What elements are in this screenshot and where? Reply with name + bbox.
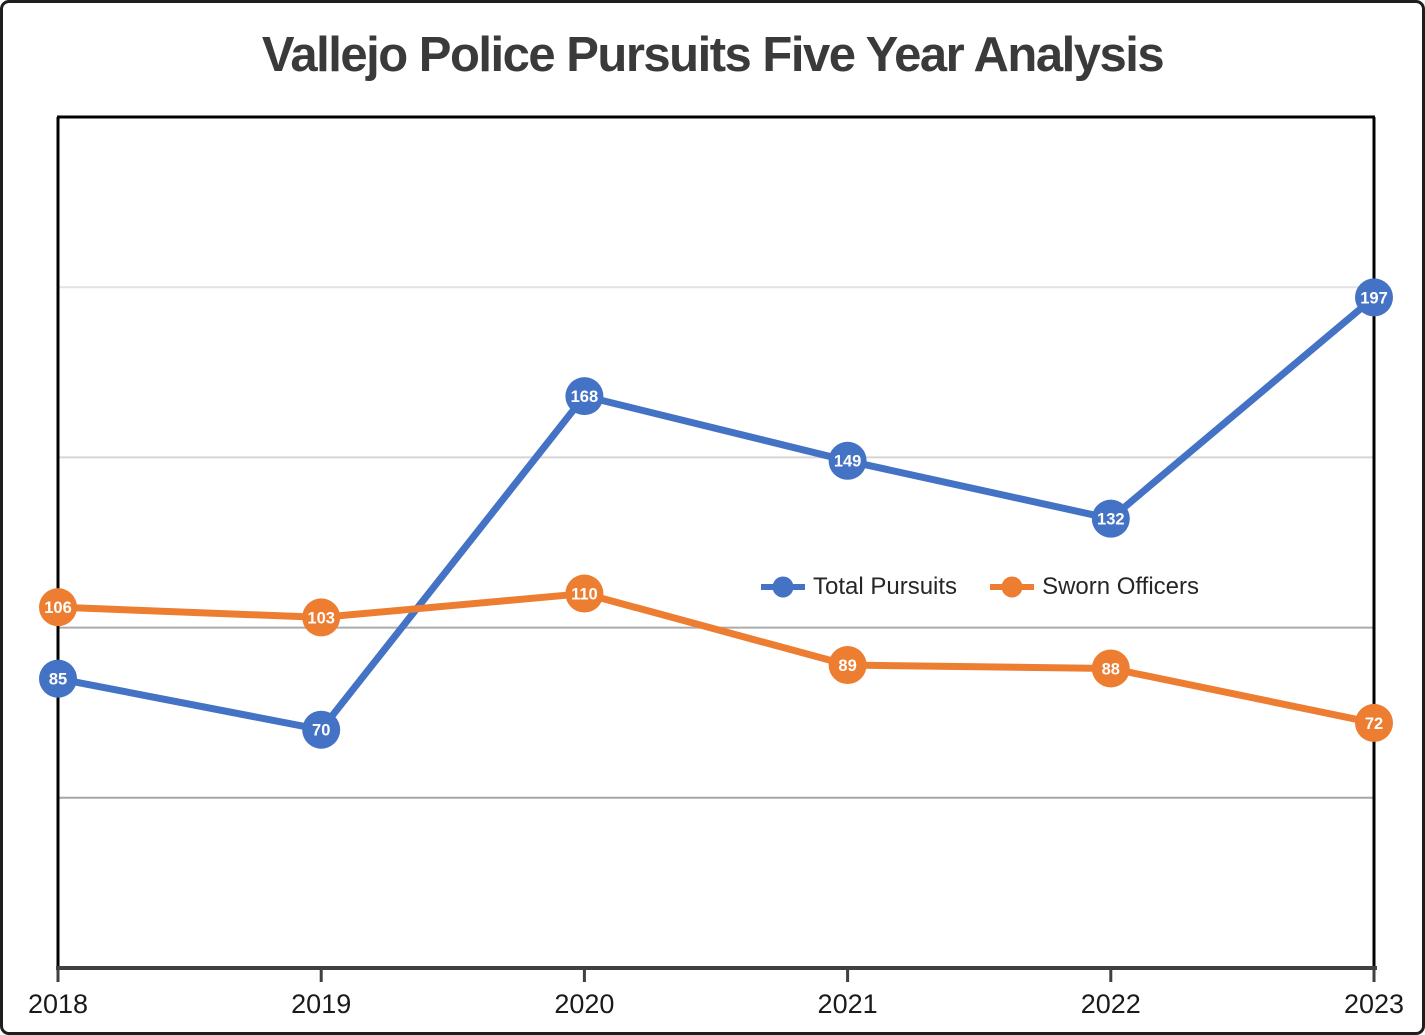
data-point-marker-1-2018 xyxy=(39,588,77,627)
data-point-marker-1-2020 xyxy=(565,574,604,613)
line-chart-canvas: 2018 2019 2020 2021 2022 2023 85 70 168 149 132 197… xyxy=(28,115,1404,1019)
data-point-label-0-2021: 149 xyxy=(834,453,862,471)
x-axis-label-2023: 2023 xyxy=(1344,989,1404,1019)
data-point-marker-0-2021 xyxy=(828,441,867,480)
data-point-label-1-2018: 106 xyxy=(44,599,72,617)
x-axis-label-2021: 2021 xyxy=(818,989,878,1019)
data-point-label-0-2022: 132 xyxy=(1097,511,1125,529)
data-point-marker-1-2022 xyxy=(1091,649,1130,688)
data-point-marker-0-2019 xyxy=(302,710,341,749)
x-axis-label-2018: 2018 xyxy=(28,989,88,1019)
legend-label-sworn-officers: Sworn Officers xyxy=(1042,573,1199,600)
data-point-label-0-2018: 85 xyxy=(49,671,67,689)
data-point-marker-0-2020 xyxy=(565,377,604,416)
data-point-marker-0-2023 xyxy=(1355,278,1393,317)
legend-label-total-pursuits: Total Pursuits xyxy=(813,573,958,600)
data-point-marker-1-2021 xyxy=(828,646,867,685)
data-point-label-1-2019: 103 xyxy=(307,609,335,627)
data-point-label-0-2019: 70 xyxy=(312,722,330,740)
series-line-0 xyxy=(54,293,1378,734)
legend-item-total-pursuits: Total Pursuits xyxy=(760,573,957,602)
chart-legend: Total Pursuits Sworn Officers xyxy=(760,573,1199,602)
data-point-marker-1-2023 xyxy=(1355,703,1393,742)
data-point-label-1-2023: 72 xyxy=(1365,715,1383,733)
data-point-label-1-2021: 89 xyxy=(838,657,856,675)
data-point-label-0-2023: 197 xyxy=(1360,289,1388,307)
data-point-marker-1-2019 xyxy=(302,598,341,637)
data-point-label-1-2020: 110 xyxy=(571,586,598,604)
x-axis-label-2022: 2022 xyxy=(1081,989,1141,1019)
data-point-marker-0-2018 xyxy=(39,659,77,698)
chart-title: Vallejo Police Pursuits Five Year Analys… xyxy=(261,28,1165,82)
series-line-1 xyxy=(54,590,1378,727)
x-axis-label-2019: 2019 xyxy=(291,989,351,1019)
data-point-label-0-2020: 168 xyxy=(571,388,599,406)
legend-item-sworn-officers: Sworn Officers xyxy=(989,573,1199,602)
data-point-label-1-2022: 88 xyxy=(1102,660,1120,678)
data-point-marker-0-2022 xyxy=(1091,499,1130,538)
x-axis-label-2020: 2020 xyxy=(554,989,614,1019)
sworn-officers-legend-marker-icon xyxy=(990,576,1035,598)
total-pursuits-legend-marker-icon xyxy=(761,576,805,598)
